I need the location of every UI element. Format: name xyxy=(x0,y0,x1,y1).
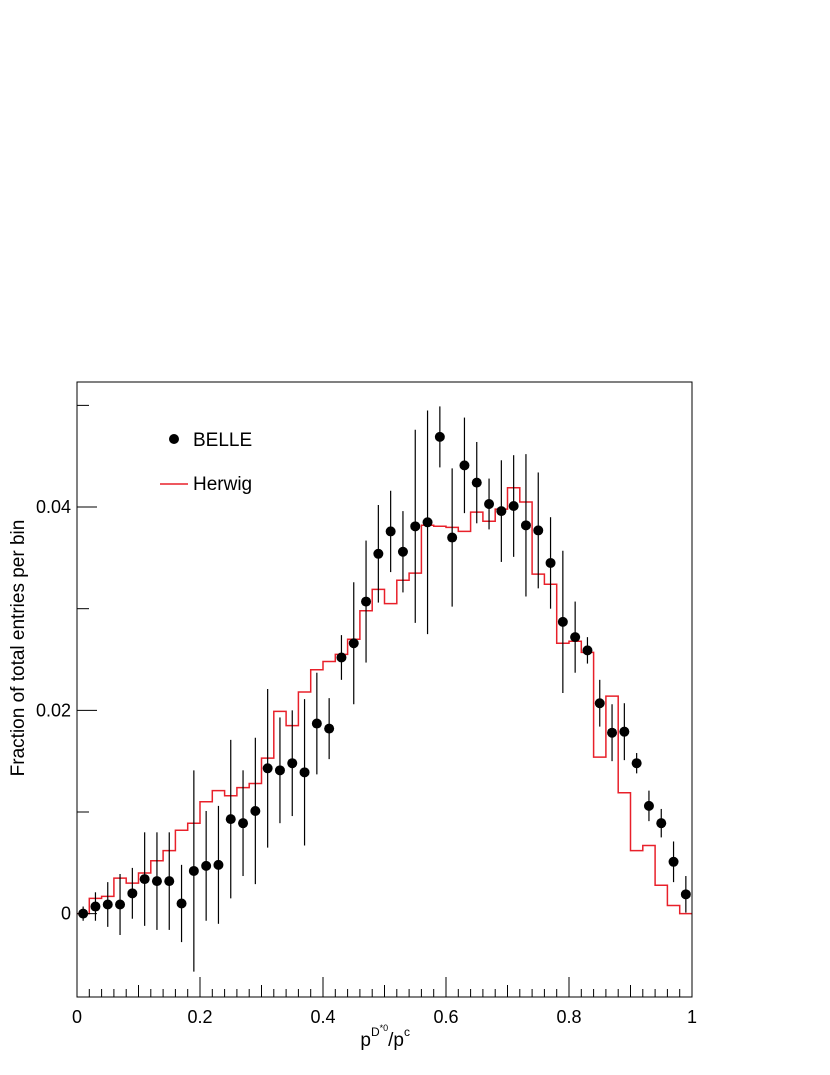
y-axis: 0 0.02 0.04 xyxy=(36,404,97,924)
y-tick-label: 0.02 xyxy=(36,700,71,720)
x-axis-title: pD*0/pc xyxy=(360,1023,410,1051)
belle-point xyxy=(115,899,126,910)
belle-point xyxy=(520,520,531,531)
belle-point xyxy=(348,638,359,649)
y-tick-label: 0.04 xyxy=(36,497,71,517)
belle-point xyxy=(582,645,593,656)
belle-point xyxy=(471,477,482,488)
x-tick-label: 1 xyxy=(687,1007,697,1027)
belle-point xyxy=(607,727,618,738)
x-tick-label: 0.2 xyxy=(187,1007,212,1027)
x-axis-title-base: p xyxy=(360,1030,371,1051)
belle-point xyxy=(594,698,605,709)
belle-point xyxy=(274,765,285,776)
belle-point xyxy=(508,501,519,512)
belle-point xyxy=(102,899,113,910)
belle-point xyxy=(447,532,458,543)
belle-point xyxy=(484,498,495,509)
legend-belle-marker xyxy=(169,434,179,444)
x-tick-label: 0.6 xyxy=(433,1007,458,1027)
belle-point xyxy=(164,876,175,887)
belle-point xyxy=(238,818,249,829)
belle-point xyxy=(643,800,654,811)
belle-point xyxy=(201,860,212,871)
belle-point xyxy=(127,888,138,899)
belle-point xyxy=(90,901,101,912)
belle-point xyxy=(311,718,322,729)
belle-point xyxy=(299,767,310,778)
belle-point xyxy=(422,517,433,528)
x-axis-title-slash: /p xyxy=(388,1030,404,1051)
belle-point xyxy=(324,723,335,734)
belle-point xyxy=(139,874,150,885)
belle-point xyxy=(397,546,408,557)
belle-point xyxy=(225,814,236,825)
belle-point xyxy=(619,726,630,737)
belle-point xyxy=(533,525,544,536)
legend-herwig-label: Herwig xyxy=(193,474,252,495)
x-tick-label: 0.4 xyxy=(310,1007,335,1027)
x-axis: 0 0.2 0.4 0.6 0.8 1 xyxy=(72,977,697,1027)
x-axis-title-sup: D xyxy=(371,1025,380,1039)
x-axis-title-sup2: c xyxy=(404,1025,410,1039)
belle-point xyxy=(668,856,679,867)
belle-point xyxy=(287,758,298,769)
belle-point xyxy=(373,548,384,559)
y-tick-label: 0 xyxy=(61,904,71,924)
belle-point xyxy=(631,758,642,769)
x-tick-label: 0.8 xyxy=(556,1007,581,1027)
x-tick-label: 0 xyxy=(72,1007,82,1027)
belle-point xyxy=(151,876,162,887)
belle-point xyxy=(213,859,224,870)
belle-point xyxy=(656,818,667,829)
belle-point xyxy=(545,557,556,568)
belle-point xyxy=(336,652,347,663)
belle-point xyxy=(680,889,691,900)
belle-point xyxy=(176,898,187,909)
belle-point xyxy=(459,460,470,471)
belle-point xyxy=(361,596,372,607)
belle-point xyxy=(570,632,581,643)
belle-point xyxy=(250,805,261,816)
legend-belle-label: BELLE xyxy=(193,430,252,451)
x-axis-title-sup-b: *0 xyxy=(380,1023,389,1033)
belle-point xyxy=(434,431,445,442)
belle-point xyxy=(410,521,421,532)
y-axis-title: Fraction of total entries per bin xyxy=(8,520,29,777)
belle-point xyxy=(188,865,199,876)
belle-series xyxy=(78,406,691,972)
belle-point xyxy=(496,506,507,517)
belle-point xyxy=(385,526,396,537)
belle-point xyxy=(262,763,273,774)
belle-point xyxy=(557,616,568,627)
legend: BELLE Herwig xyxy=(160,430,252,495)
